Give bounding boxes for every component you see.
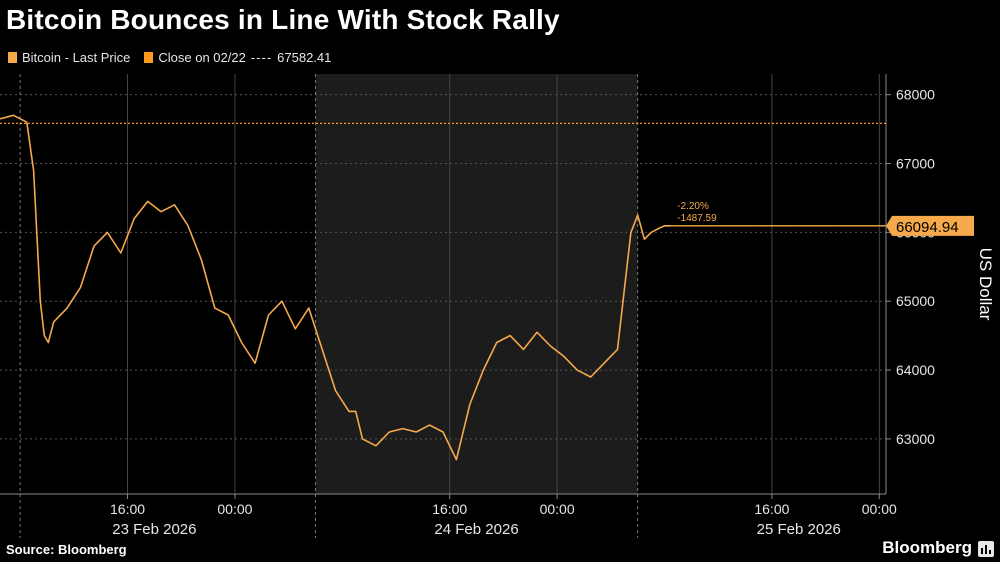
- x-tick-label: 16:00: [432, 501, 467, 517]
- change-abs-label: -1487.59: [677, 213, 717, 224]
- x-tick-label: 16:00: [754, 501, 789, 517]
- y-tick-label: 65000: [896, 293, 935, 309]
- brand-logo: Bloomberg: [882, 538, 972, 557]
- x-tick-label: 00:00: [540, 501, 575, 517]
- x-tick-label: 00:00: [862, 501, 897, 517]
- y-axis-title: US Dollar: [976, 248, 995, 321]
- day-label: 25 Feb 2026: [757, 521, 841, 538]
- last-value-label: 66094.94: [896, 219, 959, 236]
- shaded-session: [315, 74, 638, 494]
- legend-close: Close on 02/22 ---- 67582.41: [144, 50, 331, 65]
- legend-close-value: 67582.41: [277, 50, 332, 65]
- bar-chart-icon: [978, 541, 994, 557]
- legend-series: Bitcoin - Last Price: [8, 50, 130, 65]
- x-tick-label: 00:00: [217, 501, 252, 517]
- change-pct-label: -2.20%: [677, 201, 709, 212]
- x-tick-label: 16:00: [110, 501, 145, 517]
- legend-series-label: Bitcoin - Last Price: [22, 50, 131, 65]
- y-tick-label: 67000: [896, 156, 935, 172]
- y-tick-label: 68000: [896, 87, 935, 103]
- legend: Bitcoin - Last Price Close on 02/22 ----…: [8, 50, 345, 65]
- source-note: Source: Bloomberg: [6, 542, 127, 557]
- day-label: 24 Feb 2026: [434, 521, 518, 538]
- day-label: 23 Feb 2026: [112, 521, 196, 538]
- legend-dash: ----: [250, 50, 273, 65]
- y-tick-label: 63000: [896, 431, 935, 447]
- y-tick-label: 64000: [896, 362, 935, 378]
- legend-series-swatch: [8, 52, 17, 63]
- chart-title: Bitcoin Bounces in Line With Stock Rally: [6, 4, 560, 35]
- series-line-bitcoin: [0, 114, 672, 461]
- last-value-badge: [886, 215, 974, 236]
- legend-close-label: Close on 02/22: [158, 50, 246, 65]
- legend-close-swatch: [144, 52, 154, 63]
